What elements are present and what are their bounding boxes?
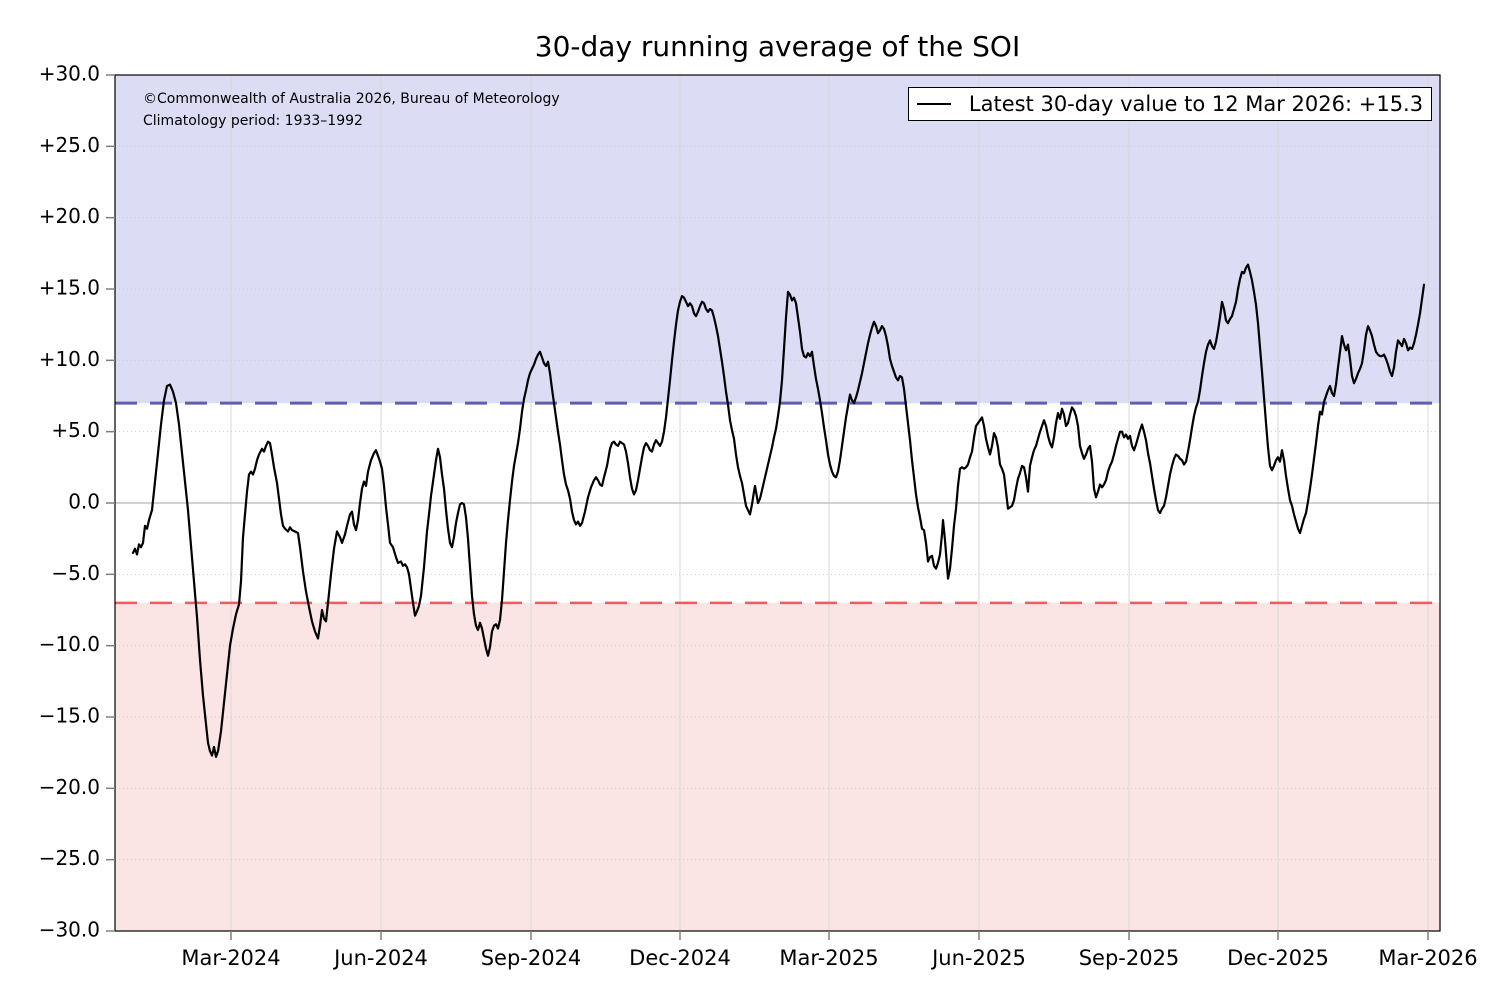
- x-tick-label: Sep-2024: [481, 946, 582, 970]
- chart-title: 30-day running average of the SOI: [534, 30, 1021, 63]
- y-tick-label: −5.0: [51, 561, 100, 585]
- x-tick-label: Jun-2024: [332, 946, 428, 970]
- y-tick-label: −30.0: [39, 918, 100, 942]
- x-tick-label: Dec-2025: [1227, 946, 1329, 970]
- x-tick-label: Mar-2026: [1378, 946, 1477, 970]
- plot-group: +30.0 +25.0 +20.0 +15.0 +10.0 +5.0 0.0 −5.0 −10.…: [39, 62, 1478, 971]
- y-tick-label: +25.0: [39, 133, 100, 157]
- legend: Latest 30-day value to 12 Mar 2026: +15.…: [908, 87, 1432, 121]
- copyright-text: ©Commonwealth of Australia 2026, Bureau …: [143, 91, 560, 107]
- x-tick-label: Jun-2025: [930, 946, 1026, 970]
- legend-label: Latest 30-day value to 12 Mar 2026: +15.…: [968, 92, 1424, 116]
- y-tick-label: +30.0: [39, 62, 100, 86]
- y-tick-label: 0.0: [68, 490, 100, 514]
- y-tick-label: +20.0: [39, 204, 100, 228]
- negative-band: [115, 602, 1440, 931]
- x-tick-label: Dec-2024: [629, 946, 731, 970]
- y-tick-label: −25.0: [39, 846, 100, 870]
- climatology-text: Climatology period: 1933–1992: [143, 113, 363, 129]
- x-tick-label: Mar-2024: [181, 946, 280, 970]
- positive-band: [115, 75, 1440, 404]
- y-tick-label: +5.0: [51, 418, 100, 442]
- y-tick-label: −10.0: [39, 632, 100, 656]
- legend-line-icon: [916, 103, 951, 105]
- y-tick-label: +10.0: [39, 347, 100, 371]
- y-tick-label: −15.0: [39, 704, 100, 728]
- x-tick-label: Mar-2025: [779, 946, 878, 970]
- x-tick-label: Sep-2025: [1079, 946, 1180, 970]
- annotation-block: ©Commonwealth of Australia 2026, Bureau …: [143, 88, 560, 132]
- y-tick-label: +15.0: [39, 276, 100, 300]
- y-tick-label: −20.0: [39, 775, 100, 799]
- soi-series-line: [131, 263, 1426, 759]
